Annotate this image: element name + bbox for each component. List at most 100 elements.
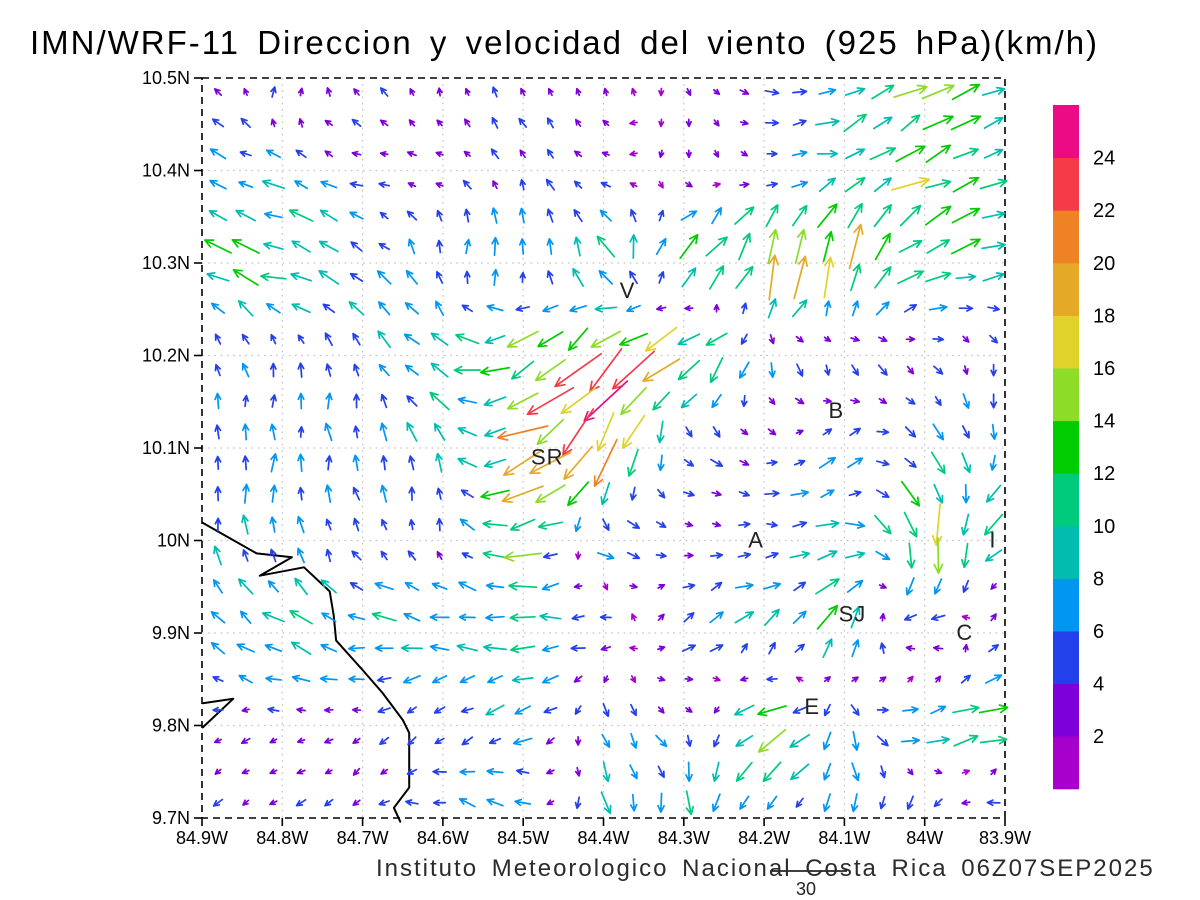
wind-arrow <box>845 148 866 160</box>
wind-arrow <box>709 357 724 384</box>
wind-arrow <box>263 211 283 219</box>
wind-arrow <box>602 702 610 718</box>
wind-arrow <box>626 304 641 313</box>
wind-arrow <box>930 451 946 475</box>
y-tick-label: 9.8N <box>152 716 190 736</box>
wind-arrow <box>933 537 944 574</box>
wind-arrow <box>480 489 510 500</box>
wind-arrow <box>408 518 416 531</box>
wind-arrow <box>404 581 420 591</box>
wind-arrow <box>762 582 782 590</box>
wind-arrow <box>409 88 416 96</box>
wind-arrow <box>537 331 564 348</box>
wind-arrow <box>211 118 225 128</box>
colorbar-tick-label: 12 <box>1093 463 1115 485</box>
wind-arrow <box>434 737 445 745</box>
wind-arrow <box>685 181 693 188</box>
wind-arrow <box>546 799 555 806</box>
wind-arrow <box>630 703 637 717</box>
wind-arrow <box>324 484 333 504</box>
wind-arrow <box>485 613 505 622</box>
wind-arrow <box>982 272 1005 282</box>
wind-arrow <box>762 761 782 783</box>
wind-arrow <box>735 265 754 289</box>
wind-arrow <box>766 181 778 188</box>
wind-arrow <box>644 326 678 352</box>
wind-arrow <box>485 704 505 716</box>
wind-arrow <box>817 203 838 228</box>
wind-arrow <box>351 706 362 714</box>
wind-arrow <box>739 119 749 126</box>
wind-arrow <box>680 210 698 221</box>
wind-arrow <box>403 612 421 622</box>
wind-arrow <box>767 228 779 265</box>
wind-arrow <box>757 705 787 717</box>
wind-arrow <box>509 613 536 622</box>
wind-arrow <box>511 360 535 380</box>
wind-arrow <box>792 520 808 528</box>
wind-arrow <box>380 768 389 775</box>
wind-arrow <box>430 362 449 378</box>
wind-arrow <box>295 798 307 807</box>
wind-arrow <box>962 335 970 343</box>
wind-arrow <box>869 147 897 161</box>
wind-arrow <box>546 208 554 223</box>
wind-arrow <box>900 480 921 507</box>
wind-arrow <box>680 393 698 409</box>
wind-arrow <box>210 611 226 624</box>
wind-arrow <box>768 334 775 345</box>
wind-arrow <box>379 422 388 442</box>
wind-arrow <box>350 241 363 252</box>
wind-arrow <box>400 644 424 653</box>
wind-arrow <box>873 204 892 228</box>
wind-arrow <box>324 737 334 744</box>
wind-arrow <box>658 87 665 97</box>
wind-arrow <box>485 582 505 590</box>
wind-arrow <box>541 582 560 591</box>
wind-arrow <box>590 330 622 348</box>
y-tick-label: 10N <box>157 531 190 551</box>
wind-arrow <box>850 263 862 292</box>
wind-arrow <box>464 87 471 97</box>
wind-arrow <box>267 706 280 714</box>
wind-arrow <box>962 579 970 593</box>
wind-arrow <box>406 395 418 407</box>
wind-arrow <box>933 483 944 504</box>
wind-arrow <box>573 150 583 158</box>
wind-arrow <box>378 301 391 316</box>
wind-arrow <box>535 484 566 504</box>
wind-arrow <box>793 255 808 300</box>
wind-arrow <box>563 445 593 480</box>
wind-arrow <box>679 233 699 260</box>
wind-arrow <box>214 392 222 410</box>
wind-arrow <box>990 393 998 409</box>
wind-arrow <box>905 336 916 343</box>
wind-arrow <box>323 706 334 714</box>
wind-arrow <box>990 363 997 377</box>
wind-arrow <box>990 582 997 590</box>
colorbar-segment <box>1053 578 1079 632</box>
wind-arrow <box>351 550 362 561</box>
wind-arrow <box>539 612 562 621</box>
coastline <box>201 521 411 823</box>
wind-arrow <box>429 391 450 411</box>
wind-arrow <box>241 706 250 713</box>
wind-arrow <box>922 115 954 131</box>
x-tick-label: 84.8W <box>256 828 308 848</box>
wind-arrow <box>681 644 696 652</box>
wind-arrow <box>378 242 390 251</box>
y-tick-label: 10.2N <box>142 346 190 366</box>
wind-arrow <box>620 386 647 416</box>
wind-arrow <box>546 237 554 256</box>
wind-arrow <box>875 550 891 561</box>
wind-arrow <box>794 397 805 405</box>
wind-arrow <box>903 614 918 621</box>
wind-arrow <box>514 705 531 715</box>
city-label-e: E <box>804 694 820 719</box>
chart-title: IMN/WRF-11 Direccion y velocidad del vie… <box>30 24 1100 61</box>
wind-arrow <box>464 238 472 255</box>
wind-arrow <box>629 764 638 780</box>
wind-arrow <box>713 119 720 127</box>
wind-arrow <box>574 796 582 810</box>
wind-arrow <box>297 453 305 473</box>
